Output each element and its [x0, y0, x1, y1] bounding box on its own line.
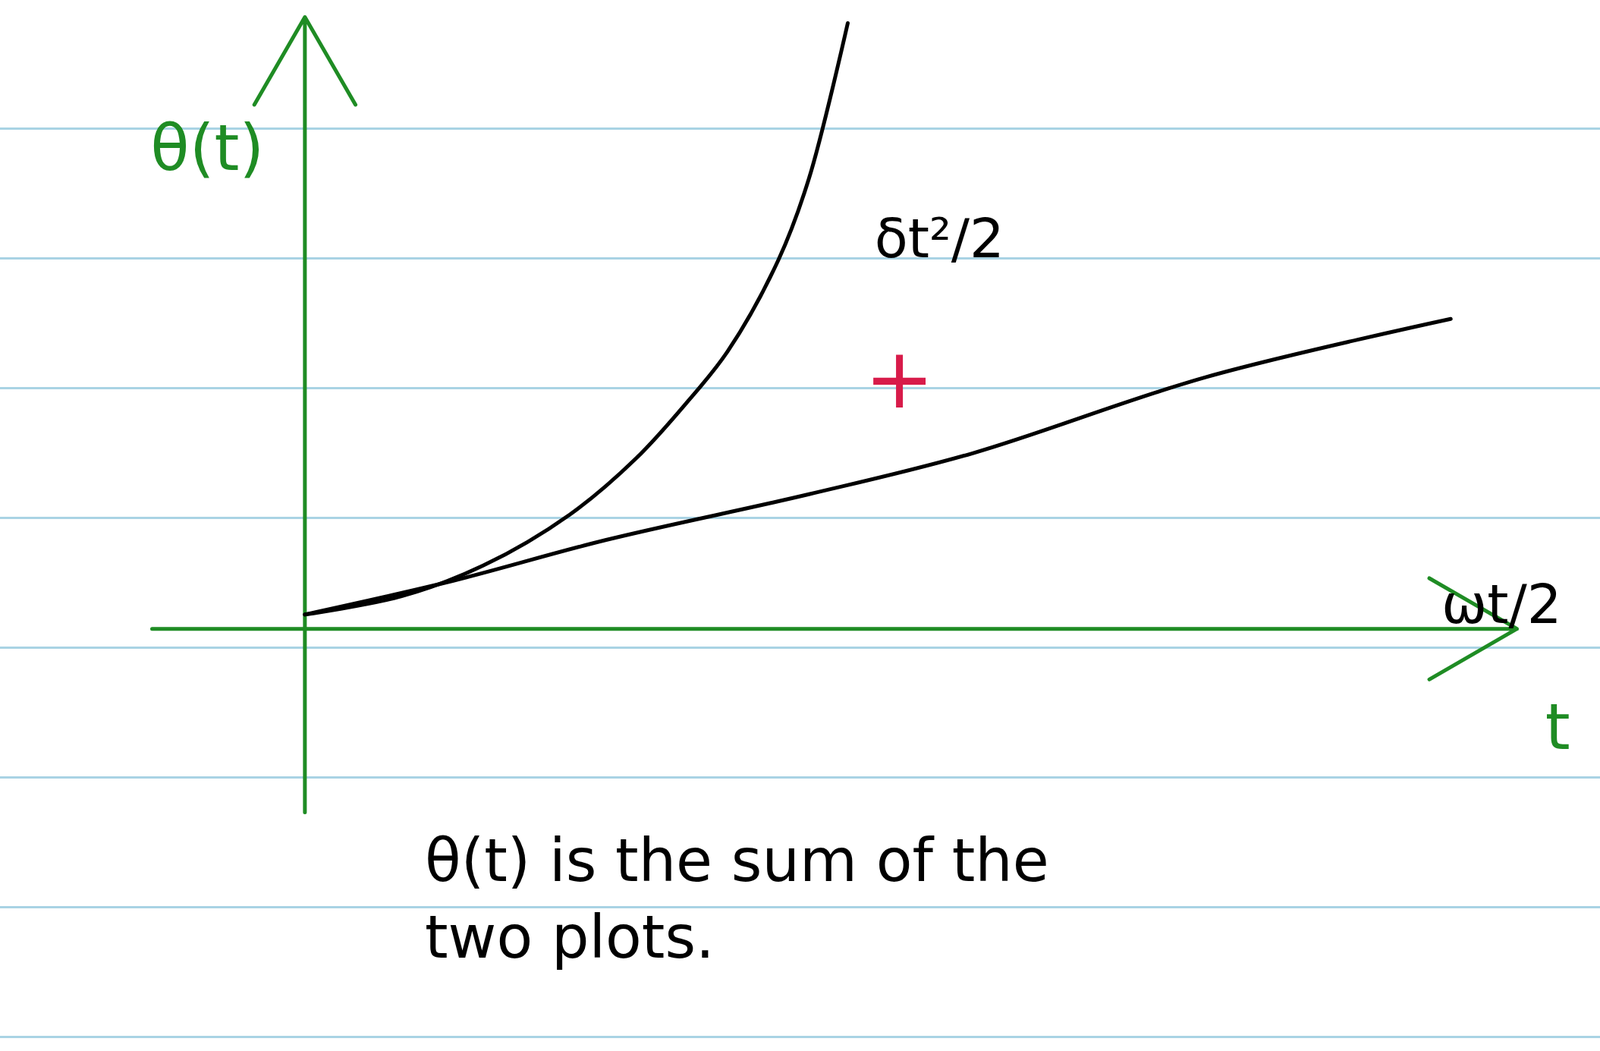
svg-text:δt²/2: δt²/2: [874, 206, 1005, 271]
svg-text:t: t: [1545, 689, 1571, 764]
svg-text:ωt/2: ωt/2: [1441, 572, 1563, 636]
svg-text:θ(t): θ(t): [150, 110, 265, 186]
svg-text:+: +: [864, 330, 935, 428]
html-text:θ(t) is the sum of the two plo: θ(t) is the sum of the two plots.: [424, 826, 1049, 972]
